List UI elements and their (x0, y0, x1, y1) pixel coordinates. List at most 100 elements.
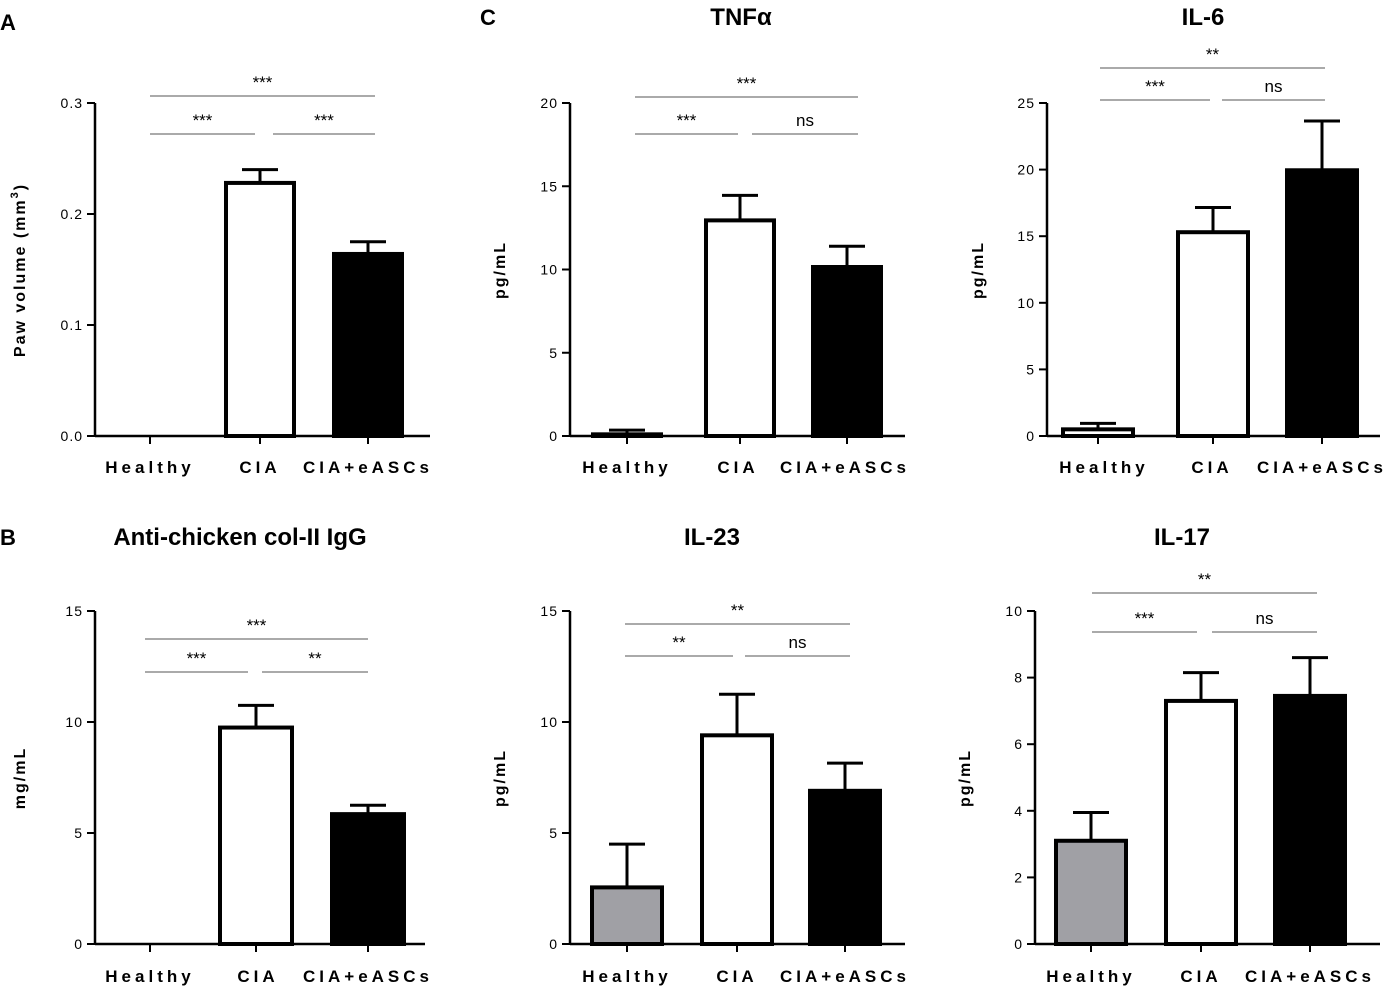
panel-letter-b: B (0, 525, 16, 550)
bar (590, 885, 664, 947)
bar (704, 218, 776, 438)
y-tick-label: 2 (1014, 869, 1023, 885)
bar (224, 180, 296, 438)
category-label: Healthy (582, 967, 671, 986)
chart-c-il23: IL-23 0 5 10 15 pg/mL Healthy CIA CIA+eASCs ** ** n… (492, 524, 910, 986)
chart-title: TNFα (710, 4, 772, 31)
category-label: CIA (237, 967, 278, 986)
bar (1054, 838, 1128, 947)
y-tick-label: 10 (540, 714, 558, 730)
y-tick-label: 0.2 (61, 206, 83, 222)
significance-label: ns (789, 633, 807, 652)
category-label: CIA+eASCs (1245, 967, 1375, 986)
y-tick-label: 5 (1026, 361, 1035, 377)
y-tick-label: 0.0 (61, 428, 83, 444)
significance-label: *** (193, 111, 213, 130)
bar (332, 251, 404, 438)
bar (1273, 693, 1347, 946)
y-axis-label: mg/mL (12, 747, 29, 809)
y-axis-label-tail: ) (12, 183, 29, 190)
y-tick-label: 6 (1014, 736, 1023, 752)
y-tick-label: 5 (549, 825, 558, 841)
bar (330, 812, 406, 946)
bar (218, 725, 294, 946)
bar (1285, 168, 1359, 439)
category-label: Healthy (1046, 967, 1135, 986)
chart-c-il6: IL-6 0 5 10 15 20 25 pg/mL Healthy CIA CIA+eASCs **… (970, 4, 1387, 477)
y-axis-label: Paw volume (mm3) (9, 183, 29, 357)
chart-b: Anti-chicken col-II IgG 0 5 10 15 mg/mL Health… (12, 524, 433, 986)
y-tick-label: 15 (540, 603, 558, 619)
significance-label: ** (1206, 45, 1220, 64)
y-tick-label: 25 (1017, 95, 1035, 111)
significance-label: *** (737, 74, 757, 93)
y-tick-label: 0 (549, 936, 558, 952)
y-axis-label-main: Paw volume (mm (12, 198, 29, 357)
y-tick-label: 15 (1017, 228, 1035, 244)
category-label: CIA (239, 458, 280, 477)
y-tick-label: 10 (540, 262, 558, 278)
y-tick-label: 0 (74, 936, 83, 952)
significance-label: *** (677, 111, 697, 130)
y-tick-label: 0 (1026, 428, 1035, 444)
y-tick-label: 5 (549, 345, 558, 361)
category-label: CIA+eASCs (1257, 458, 1387, 477)
category-label: Healthy (105, 458, 194, 477)
y-tick-label: 15 (540, 178, 558, 194)
category-label: CIA+eASCs (780, 458, 910, 477)
chart-title: Anti-chicken col-II IgG (113, 524, 366, 551)
significance-label: ** (1198, 570, 1212, 589)
category-label: CIA+eASCs (303, 458, 433, 477)
significance-label: ns (796, 111, 814, 130)
bar (811, 265, 883, 438)
y-tick-label: 10 (1017, 295, 1035, 311)
y-tick-label: 5 (74, 825, 83, 841)
y-tick-label: 0 (1014, 936, 1023, 952)
y-tick-label: 15 (65, 603, 83, 619)
category-label: CIA (716, 967, 757, 986)
y-tick-label: 0.3 (61, 95, 83, 111)
significance-label: *** (1135, 609, 1155, 628)
y-tick-label: 8 (1014, 670, 1023, 686)
bar (808, 788, 882, 946)
significance-label: ** (731, 601, 745, 620)
category-label: CIA+eASCs (303, 967, 433, 986)
bar (1176, 230, 1250, 438)
category-label: CIA (1191, 458, 1232, 477)
y-axis-label: pg/mL (492, 749, 509, 807)
bar (700, 733, 774, 946)
panel-letter-a: A (0, 10, 16, 35)
y-tick-label: 0.1 (61, 317, 83, 333)
y-tick-label: 20 (540, 95, 558, 111)
category-label: CIA (1180, 967, 1221, 986)
significance-label: *** (247, 616, 267, 635)
charts-layer: 0.0 0.1 0.2 0.3 Paw volume (mm3) Healthy CIA CI… (9, 4, 1387, 986)
category-label: Healthy (105, 967, 194, 986)
y-tick-label: 0 (549, 428, 558, 444)
significance-label: *** (253, 73, 273, 92)
y-axis-label: pg/mL (957, 749, 974, 807)
category-label: Healthy (582, 458, 671, 477)
category-label: CIA+eASCs (780, 967, 910, 986)
significance-label: ** (672, 633, 686, 652)
bar (1164, 698, 1238, 946)
y-axis-label: pg/mL (492, 241, 509, 299)
significance-label: *** (187, 649, 207, 668)
chart-a: 0.0 0.1 0.2 0.3 Paw volume (mm3) Healthy CIA CI… (9, 73, 433, 477)
significance-label: ns (1265, 77, 1283, 96)
bar (1061, 427, 1135, 438)
bar (591, 432, 663, 438)
y-tick-label: 4 (1014, 803, 1023, 819)
category-label: CIA (717, 458, 758, 477)
significance-label: *** (314, 111, 334, 130)
y-tick-label: 20 (1017, 162, 1035, 178)
y-tick-label: 10 (65, 714, 83, 730)
y-axis-label-superscript: 3 (9, 190, 21, 198)
y-tick-label: 10 (1005, 603, 1023, 619)
category-label: Healthy (1059, 458, 1148, 477)
chart-title: IL-6 (1182, 4, 1225, 31)
significance-label: ns (1256, 609, 1274, 628)
significance-label: *** (1145, 77, 1165, 96)
